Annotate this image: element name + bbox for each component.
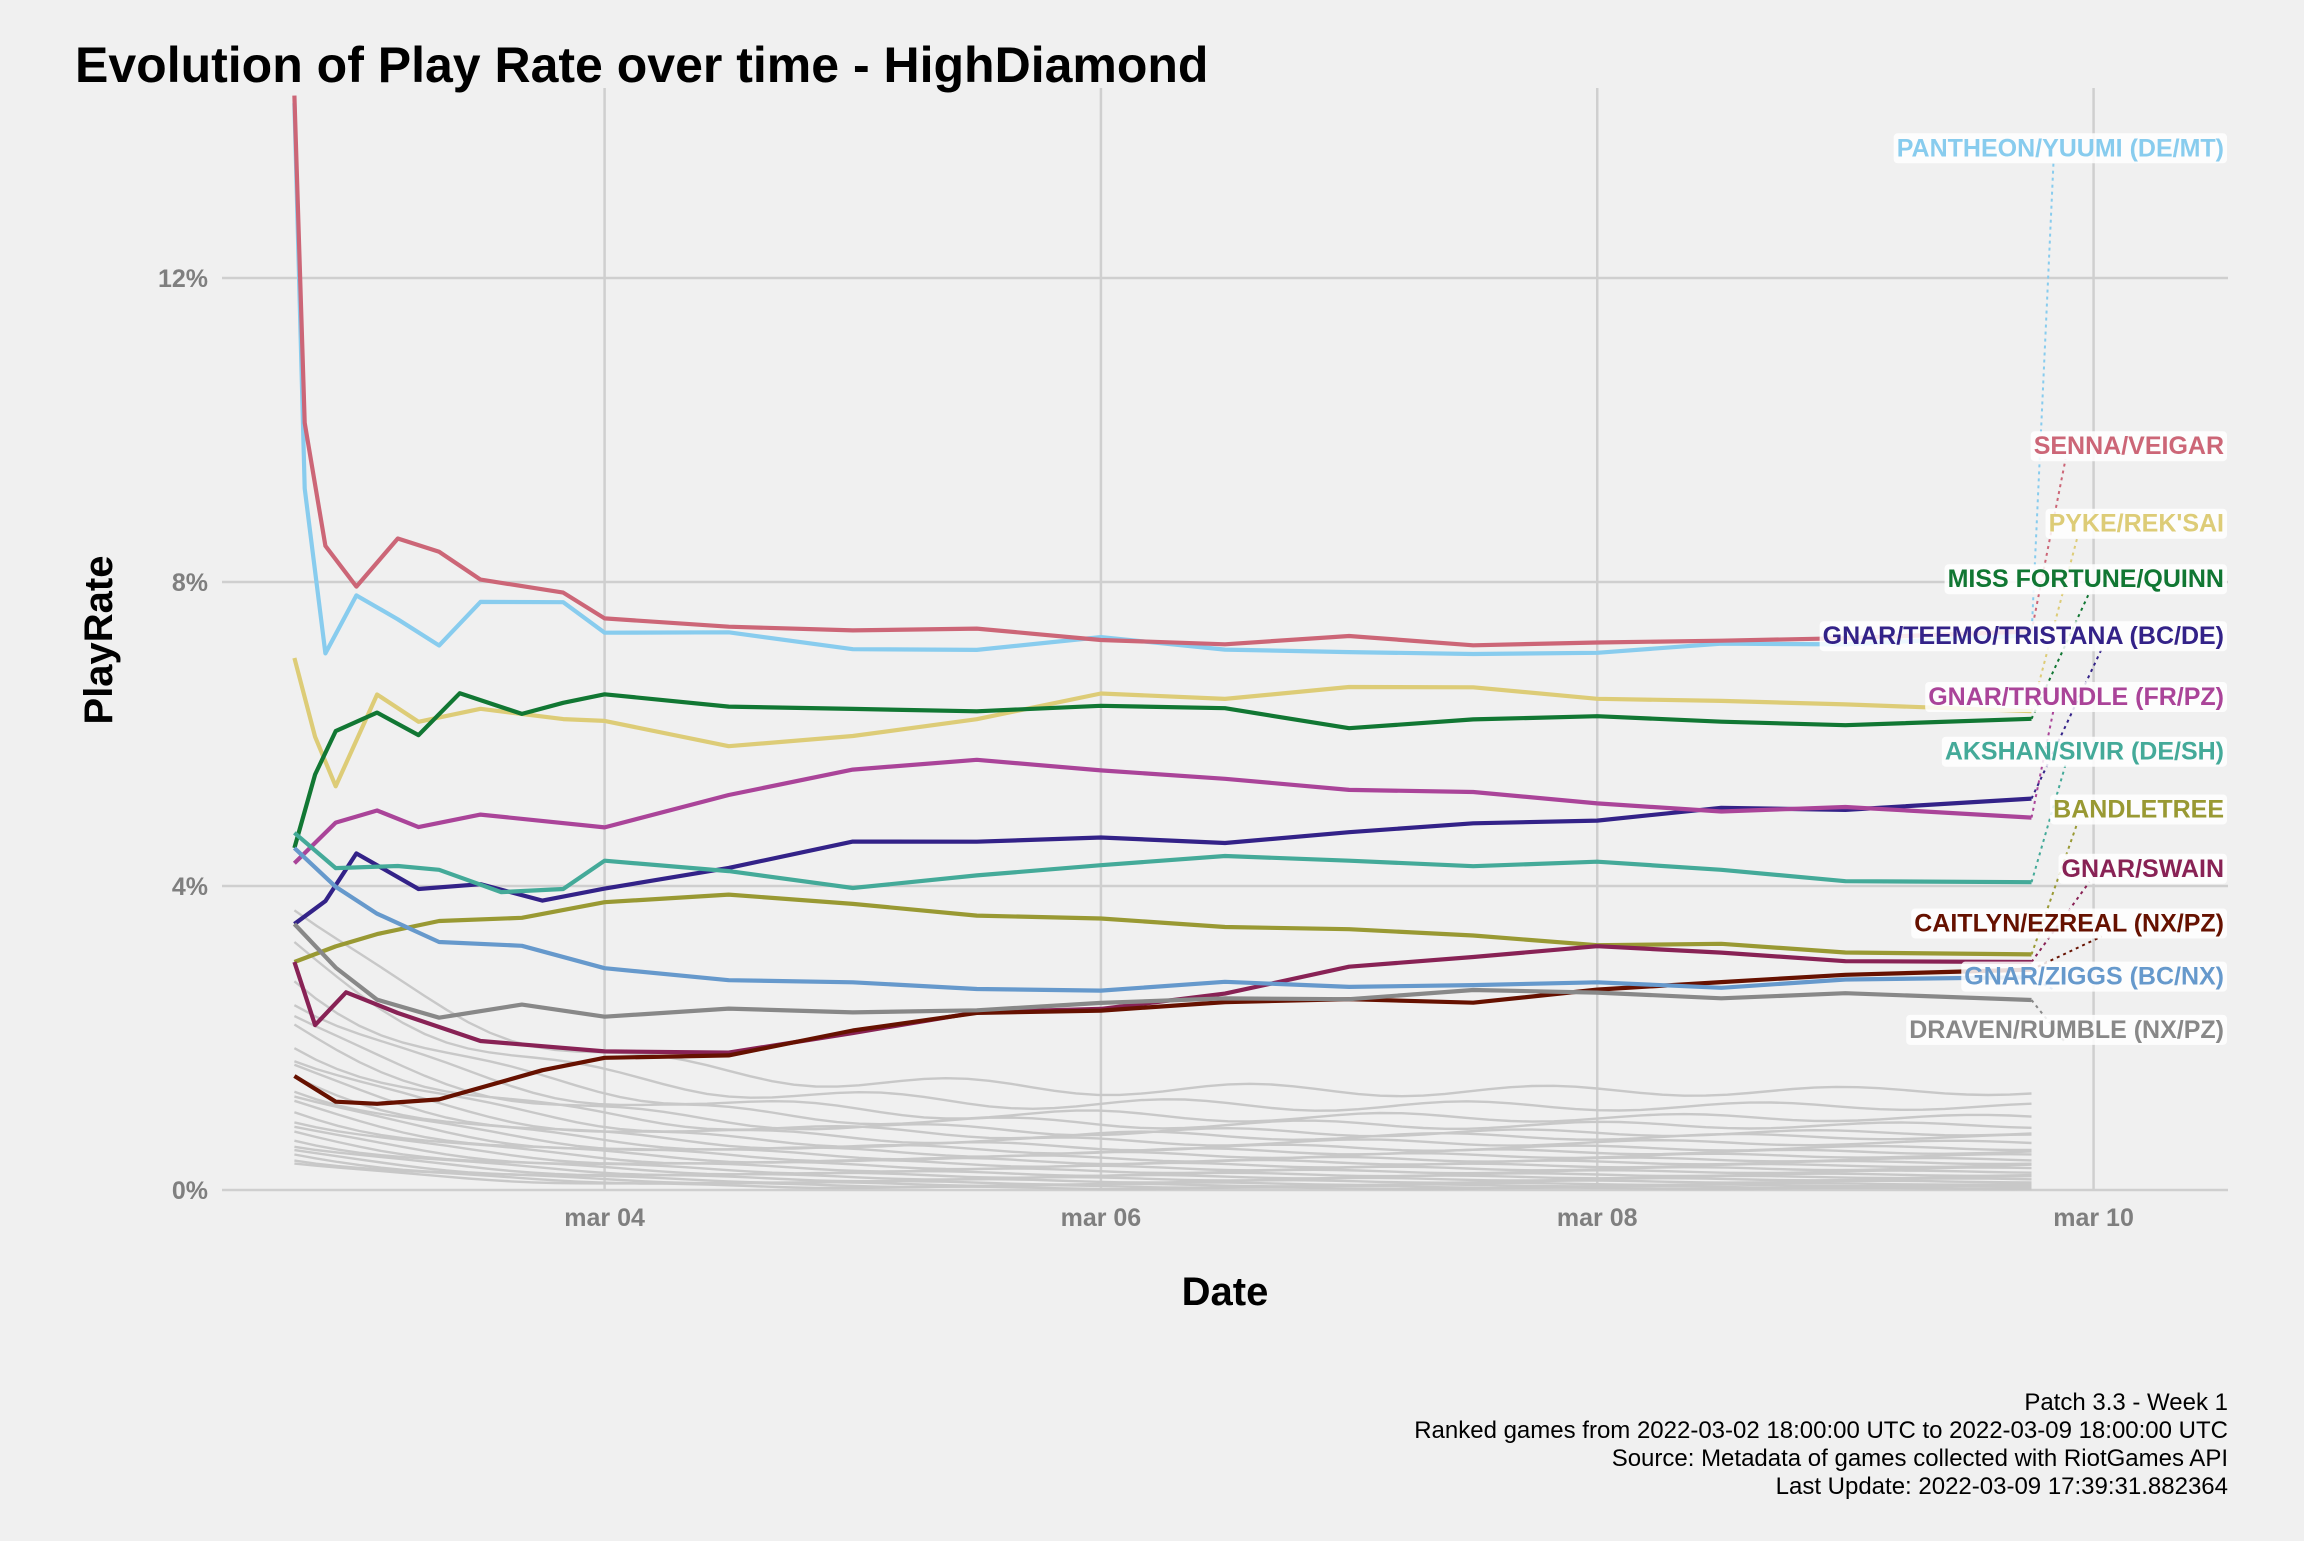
series-label: BANDLETREE: [2050, 794, 2227, 825]
series-label-text: MISS FORTUNE/QUINN: [1948, 565, 2224, 593]
series-line: [293, 892, 2032, 964]
series-line: [292, 657, 2032, 789]
background-series-line: [293, 1063, 2032, 1156]
series-line: [293, 831, 2032, 895]
series-label: GNAR/TRUNDLE (FR/PZ): [1925, 682, 2227, 712]
series-line: [292, 691, 2032, 849]
series-label-text: PANTHEON/YUUMI (DE/MT): [1897, 134, 2224, 162]
series-label-text: BANDLETREE: [2053, 795, 2224, 823]
background-series-line: [294, 1130, 2032, 1180]
background-series-line: [294, 1162, 2032, 1191]
series-label-box: [1961, 961, 2227, 992]
series-label: GNAR/SWAIN: [2058, 853, 2227, 884]
highlighted-series: [292, 95, 2032, 1106]
series-label-box: [1911, 908, 2227, 939]
series-label: GNAR/TEEMO/TRISTANA (BC/DE): [1819, 621, 2227, 652]
series-label-text: CAITLYN/EZREAL (NX/PZ): [1914, 909, 2224, 937]
series-label-text: AKSHAN/SIVIR (DE/SH): [1945, 738, 2224, 766]
series-line: [293, 796, 2032, 926]
series-label: SENNA/VEIGAR: [2030, 431, 2227, 462]
x-axis-title: Date: [1182, 1270, 1269, 1314]
x-tick-label: mar 06: [1061, 1204, 1142, 1232]
y-tick-label: 4%: [172, 873, 208, 901]
series-label-text: SENNA/VEIGAR: [2034, 432, 2224, 460]
series-line: [292, 757, 2032, 865]
series-label-box: [2045, 508, 2227, 539]
series-label: DRAVEN/RUMBLE (NX/PZ): [1906, 1014, 2227, 1045]
series-line: [292, 103, 2032, 657]
label-connector: [2030, 999, 2067, 1044]
background-series-line: [294, 1090, 2032, 1163]
series-label-box: [1819, 621, 2227, 652]
background-series-line: [294, 1153, 2032, 1188]
y-tick-label: 12%: [158, 265, 208, 293]
series-label: AKSHAN/SIVIR (DE/SH): [1941, 736, 2227, 767]
series-label-box: [1944, 564, 2227, 595]
caption-line: Patch 3.3 - Week 1: [2024, 1389, 2228, 1416]
x-tick-label: mar 08: [1557, 1204, 1638, 1232]
series-label-box: [2050, 794, 2227, 825]
series-label: PYKE/REK'SAI: [2045, 508, 2227, 539]
x-tick-label: mar 04: [564, 1204, 645, 1232]
series-label-box: [1941, 736, 2227, 767]
series-label-text: DRAVEN/RUMBLE (NX/PZ): [1909, 1016, 2224, 1044]
background-series-line: [294, 1099, 2032, 1169]
label-connector: [2031, 935, 2102, 971]
background-series-line: [293, 1047, 2032, 1147]
series-label-text: PYKE/REK'SAI: [2049, 510, 2224, 538]
series-line: [292, 846, 2032, 993]
series-label: GNAR/ZIGGS (BC/NX): [1961, 961, 2227, 992]
background-series-line: [294, 1159, 2032, 1190]
chart-title: Evolution of Play Rate over time - HighD…: [75, 37, 1208, 93]
background-series: [293, 909, 2032, 1191]
y-axis-title: PlayRate: [77, 556, 121, 725]
background-series-line: [293, 941, 2032, 1112]
background-series-line: [293, 1060, 2032, 1152]
series-label-text: GNAR/TEEMO/TRISTANA (BC/DE): [1823, 622, 2224, 650]
background-series-line: [293, 980, 2032, 1123]
background-series-line: [293, 1023, 2032, 1142]
y-tick-label: 0%: [172, 1177, 208, 1205]
series-label-box: [2030, 431, 2227, 462]
series-labels: PANTHEON/YUUMI (DE/MT) SENNA/VEIGAR PYKE/R…: [1819, 133, 2227, 1045]
x-tick-label: mar 10: [2053, 1204, 2134, 1232]
series-line: [293, 967, 2032, 1106]
series-label: PANTHEON/YUUMI (DE/MT): [1893, 133, 2227, 164]
series-label-text: GNAR/SWAIN: [2062, 855, 2225, 883]
label-connector: [2030, 161, 2055, 636]
series-label: MISS FORTUNE/QUINN: [1944, 564, 2227, 595]
background-series-line: [293, 1075, 2032, 1160]
background-series-line: [294, 1111, 2032, 1172]
series-label-box: [1893, 133, 2227, 164]
y-tick-label: 8%: [172, 569, 208, 597]
series-label-text: GNAR/TRUNDLE (FR/PZ): [1928, 683, 2224, 711]
label-connector: [2030, 459, 2067, 632]
caption-line: Ranked games from 2022-03-02 18:00:00 UT…: [1414, 1417, 2228, 1444]
x-axis-ticks: mar 04 mar 06 mar 08 mar 10: [564, 1204, 2134, 1232]
series-line: [292, 95, 2032, 648]
series-label-text: GNAR/ZIGGS (BC/NX): [1964, 963, 2224, 991]
label-connector: [2030, 709, 2055, 818]
label-connector: [2030, 648, 2103, 800]
caption-line: Source: Metadata of games collected with…: [1612, 1445, 2228, 1472]
background-series-line: [294, 1139, 2032, 1182]
series-label: CAITLYN/EZREAL (NX/PZ): [1911, 908, 2227, 939]
background-series-line: [293, 1004, 2032, 1130]
series-label-box: [1925, 682, 2227, 712]
caption: Patch 3.3 - Week 1 Ranked games from 202…: [1414, 1389, 2228, 1500]
series-label-box: [2058, 853, 2227, 884]
y-axis-ticks: 0% 4% 8% 12%: [158, 265, 208, 1205]
caption-line: Last Update: 2022-03-09 17:39:31.882364: [1776, 1473, 2228, 1500]
series-line: [292, 922, 2032, 1020]
series-label-box: [1906, 1014, 2227, 1045]
